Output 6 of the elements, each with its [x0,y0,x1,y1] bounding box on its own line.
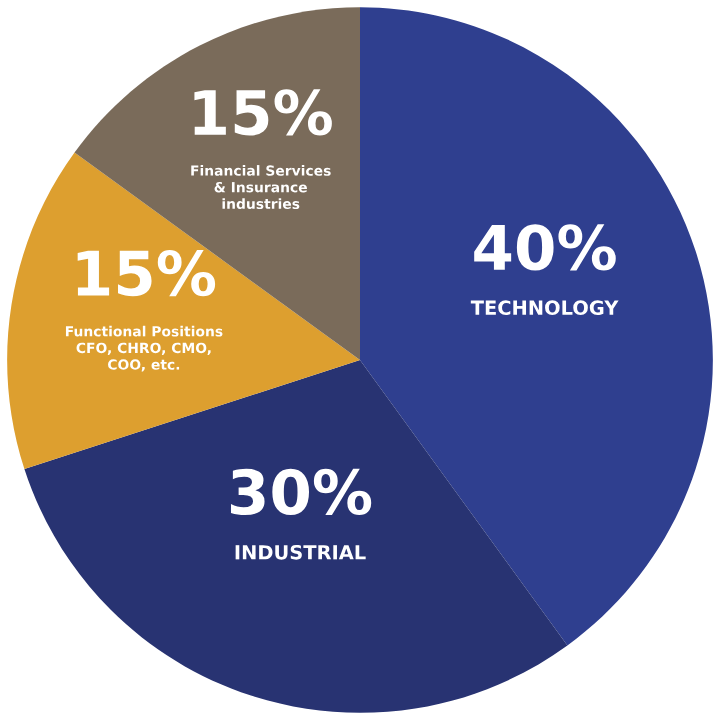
slice-label: INDUSTRIAL [235,544,366,560]
data-label: 30% [230,468,372,516]
data-label: 15% [77,250,216,297]
data-label: 40% [474,224,616,271]
data-label: 15% [194,89,332,136]
slice-label: TECHNOLOGY [470,300,619,316]
